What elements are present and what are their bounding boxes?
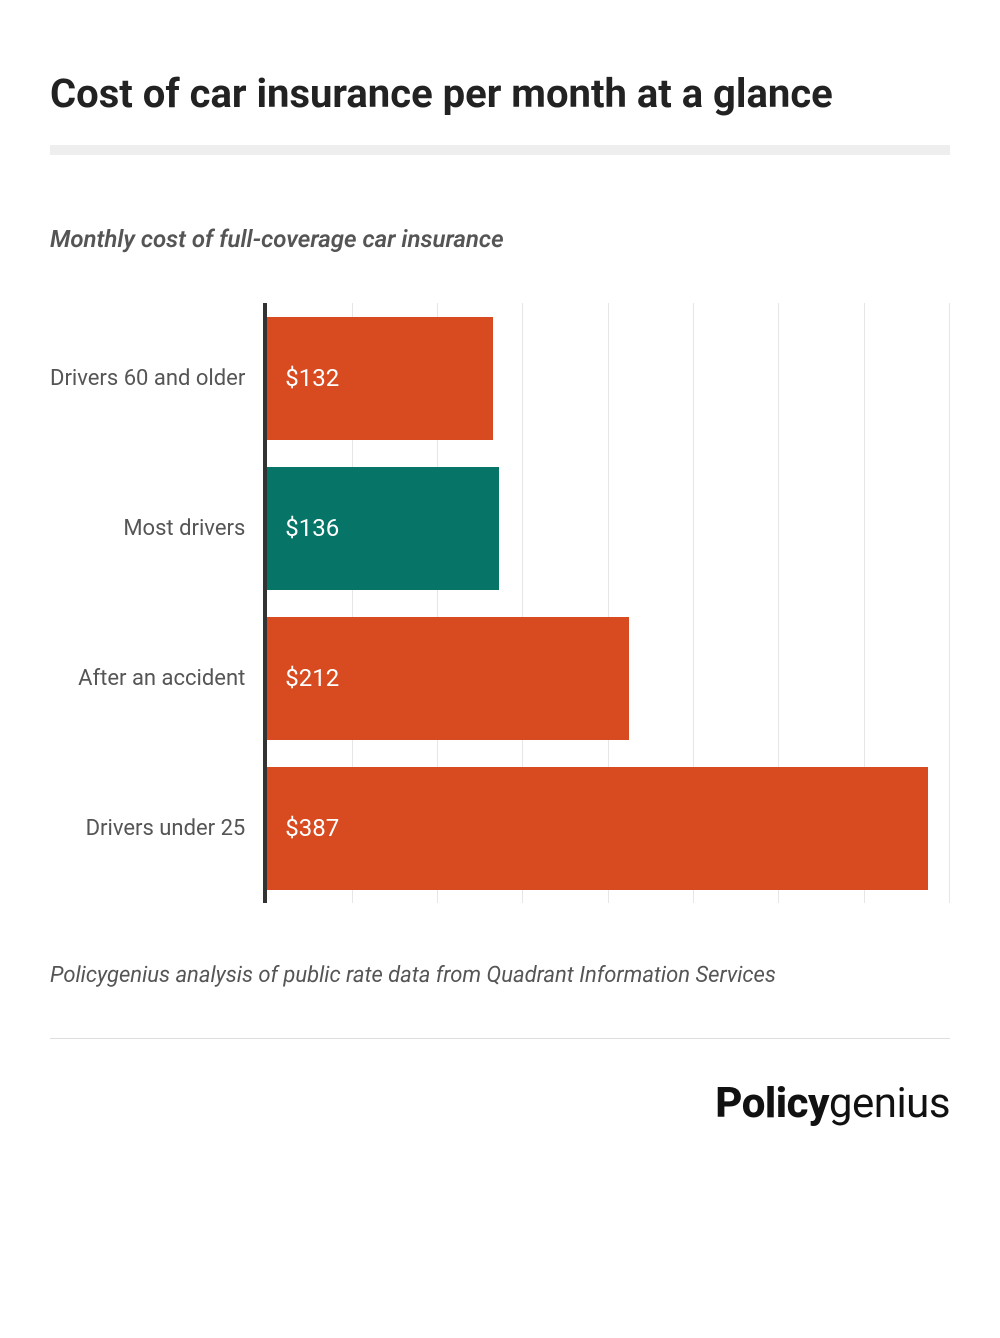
- footer-divider: [50, 1038, 950, 1039]
- bar-row: $132: [267, 303, 950, 453]
- category-label: Drivers 60 and older: [50, 303, 263, 453]
- bar: $212: [267, 617, 629, 740]
- bar-row: $136: [267, 453, 950, 603]
- bar-value-label: $212: [285, 664, 339, 692]
- category-labels-column: Drivers 60 and olderMost driversAfter an…: [50, 303, 263, 903]
- brand-logo: Policygenius: [50, 1079, 950, 1128]
- bars-container: $132 $136 $212 $387: [267, 303, 950, 903]
- bar-row: $387: [267, 753, 950, 903]
- chart-subtitle: Monthly cost of full-coverage car insura…: [50, 225, 950, 253]
- brand-part1: Policy: [715, 1079, 829, 1128]
- bar: $132: [267, 317, 492, 440]
- chart-area: Drivers 60 and olderMost driversAfter an…: [50, 303, 950, 903]
- category-label: Most drivers: [50, 453, 263, 603]
- bar-value-label: $132: [285, 364, 339, 392]
- plot-area: $132 $136 $212 $387: [263, 303, 950, 903]
- bar-row: $212: [267, 603, 950, 753]
- source-footnote: Policygenius analysis of public rate dat…: [50, 963, 950, 988]
- bar-value-label: $387: [285, 814, 339, 842]
- brand-part2: genius: [829, 1079, 950, 1128]
- title-divider: [50, 145, 950, 155]
- category-label: After an accident: [50, 603, 263, 753]
- chart-title: Cost of car insurance per month at a gla…: [50, 70, 950, 117]
- bar: $136: [267, 467, 499, 590]
- category-label: Drivers under 25: [50, 753, 263, 903]
- bar-value-label: $136: [285, 514, 339, 542]
- bar: $387: [267, 767, 928, 890]
